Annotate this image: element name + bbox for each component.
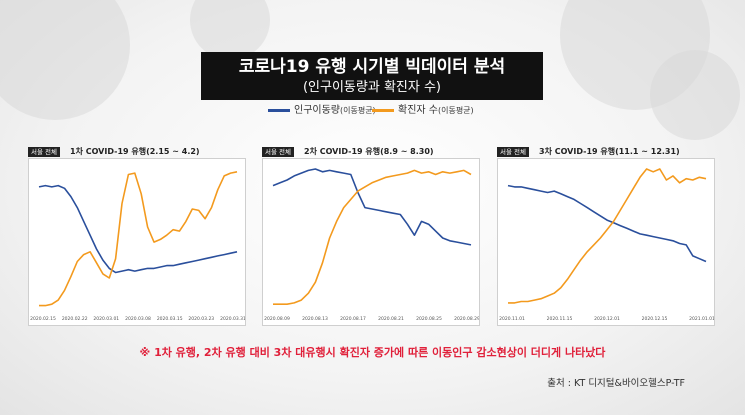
chart-header: 서울 전체 1차 COVID-19 유행(2.15 ~ 4.2) bbox=[28, 146, 246, 160]
region-badge: 서울 전체 bbox=[28, 147, 60, 157]
x-tick-label: 2020.03.01 bbox=[93, 316, 119, 322]
virus-bg-icon bbox=[0, 0, 130, 120]
legend-sub: (이동평균) bbox=[437, 106, 474, 115]
x-tick-label: 2020.03.23 bbox=[188, 316, 214, 322]
virus-bg-icon bbox=[650, 50, 740, 140]
legend-label: 확진자 수 bbox=[398, 105, 438, 116]
x-tick-label: 2020.11.15 bbox=[547, 316, 573, 322]
title-box: 코로나19 유행 시기별 빅데이터 분석 (인구이동량과 확진자 수) bbox=[201, 52, 543, 100]
chart-title: 1차 COVID-19 유행(2.15 ~ 4.2) bbox=[70, 147, 200, 156]
x-tick-label: 2020.03.15 bbox=[157, 316, 183, 322]
x-tick-label: 2020.12.01 bbox=[594, 316, 620, 322]
chart-panel-1: 서울 전체 1차 COVID-19 유행(2.15 ~ 4.2) 2020.02.… bbox=[28, 146, 246, 326]
series-line-cases bbox=[273, 169, 472, 305]
chart-svg: 2020.08.09 2020.08.13 2020.08.17 2020.08.21… bbox=[264, 168, 479, 322]
chart-svg: 2020.11.01 2020.11.15 2020.12.01 2020.12.15… bbox=[499, 168, 714, 322]
x-tick-label: 2020.08.29 bbox=[454, 316, 479, 322]
x-tick-label: 2020.08.09 bbox=[264, 316, 290, 322]
summary-note: ※ 1차 유행, 2차 유행 대비 3차 대유행시 확진자 증가에 따른 이동인… bbox=[139, 346, 606, 359]
x-tick-label: 2020.11.01 bbox=[499, 316, 525, 322]
chart-header: 서울 전체 2차 COVID-19 유행(8.9 ~ 8.30) bbox=[262, 146, 480, 160]
legend-swatch-orange bbox=[372, 108, 394, 112]
series-line-cases bbox=[39, 171, 238, 307]
series-line-population bbox=[272, 168, 472, 246]
page-title: 코로나19 유행 시기별 빅데이터 분석 bbox=[238, 57, 506, 77]
series-line-population bbox=[507, 184, 707, 263]
chart-frame: 2020.11.01 2020.11.15 2020.12.01 2020.12.15… bbox=[497, 158, 715, 326]
chart-title: 2차 COVID-19 유행(8.9 ~ 8.30) bbox=[304, 147, 434, 156]
x-tick-label: 2020.08.25 bbox=[416, 316, 442, 322]
chart-svg: 2020.02.15 2020.02.22 2020.03.01 2020.03.08… bbox=[30, 171, 245, 322]
legend-item-cases: 확진자 수(이동평균) bbox=[372, 104, 474, 118]
legend: 인구이동량(이동평균) 확진자 수(이동평균) bbox=[0, 104, 745, 118]
x-tick-label: 2020.08.17 bbox=[340, 316, 366, 322]
x-tick-label: 2020.02.22 bbox=[62, 316, 88, 322]
chart-panel-3: 서울 전체 3차 COVID-19 유행(11.1 ~ 12.31) 2020.1… bbox=[497, 146, 715, 326]
legend-sub: (이동평균) bbox=[340, 106, 376, 115]
chart-panel-2: 서울 전체 2차 COVID-19 유행(8.9 ~ 8.30) 2020.08.… bbox=[262, 146, 480, 326]
x-tick-label: 2020.03.31 bbox=[220, 316, 245, 322]
chart-frame: 2020.02.15 2020.02.22 2020.03.01 2020.03.08… bbox=[28, 158, 246, 326]
virus-bg-icon bbox=[190, 0, 270, 60]
source-credit: 출처 : KT 디지털&바이오헬스P-TF bbox=[547, 378, 685, 389]
x-tick-label: 2020.02.15 bbox=[30, 316, 56, 322]
series-line-cases bbox=[508, 168, 707, 304]
legend-label: 인구이동량 bbox=[294, 105, 340, 116]
x-tick-label: 2020.12.15 bbox=[642, 316, 668, 322]
region-badge: 서울 전체 bbox=[262, 147, 294, 157]
x-tick-label: 2021.01.01 bbox=[689, 316, 714, 322]
chart-title: 3차 COVID-19 유행(11.1 ~ 12.31) bbox=[539, 147, 680, 156]
chart-frame: 2020.08.09 2020.08.13 2020.08.17 2020.08.21… bbox=[262, 158, 480, 326]
chart-header: 서울 전체 3차 COVID-19 유행(11.1 ~ 12.31) bbox=[497, 146, 715, 160]
legend-swatch-blue bbox=[268, 108, 290, 112]
page-subtitle: (인구이동량과 확진자 수) bbox=[302, 80, 441, 95]
region-badge: 서울 전체 bbox=[497, 147, 529, 157]
series-line-population bbox=[38, 184, 238, 274]
x-tick-label: 2020.08.13 bbox=[302, 316, 328, 322]
x-tick-label: 2020.03.08 bbox=[125, 316, 151, 322]
x-tick-label: 2020.08.21 bbox=[378, 316, 404, 322]
legend-item-population: 인구이동량(이동평균) bbox=[268, 104, 376, 118]
